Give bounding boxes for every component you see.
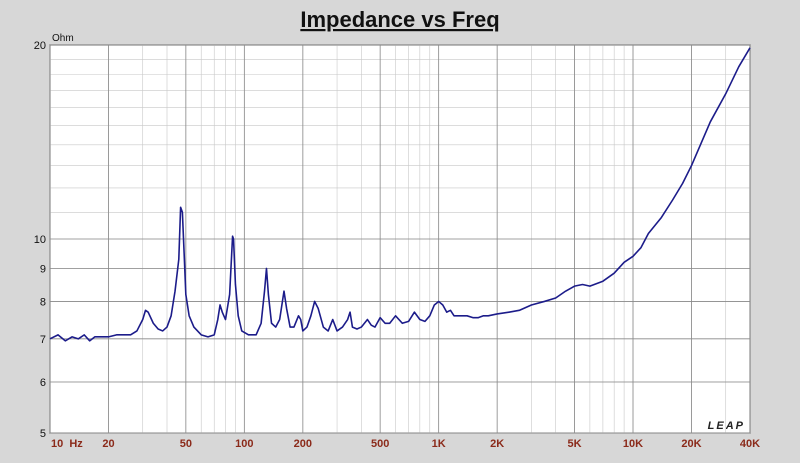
x-tick-label: 10 Hz [51,438,83,450]
y-tick-label: 6 [40,377,46,389]
x-tick-label: 10K [623,438,643,450]
marks [49,47,751,342]
x-tick-label: 20K [681,438,701,450]
labels: 10 Hz 20 50 100 200 500 1K 2K 5K 10K 20K 40K 5 6 7 8 9 10… [34,40,760,450]
x-tick-label: 500 [371,438,389,450]
x-tick-label: 100 [235,438,253,450]
x-tick-label: 2K [490,438,504,450]
y-tick-label: 7 [40,334,46,346]
y-axis-label: Ohm [52,33,74,44]
x-tick-label: 50 [180,438,192,450]
line-series [49,47,751,342]
y-tick-label: 10 [34,234,46,246]
grid [49,44,751,434]
chart-title: Impedance vs Freq [300,7,499,32]
y-tick-label: 5 [40,428,46,440]
y-tick-label: 20 [34,40,46,52]
y-tick-label: 8 [40,296,46,308]
x-tick-label: 20 [102,438,114,450]
x-tick-label: 5K [567,438,581,450]
x-tick-label: 40K [740,438,760,450]
logo: LEAP [708,420,745,432]
x-tick-label: 200 [294,438,312,450]
y-tick-label: 9 [40,263,46,275]
x-tick-label: 1K [432,438,446,450]
